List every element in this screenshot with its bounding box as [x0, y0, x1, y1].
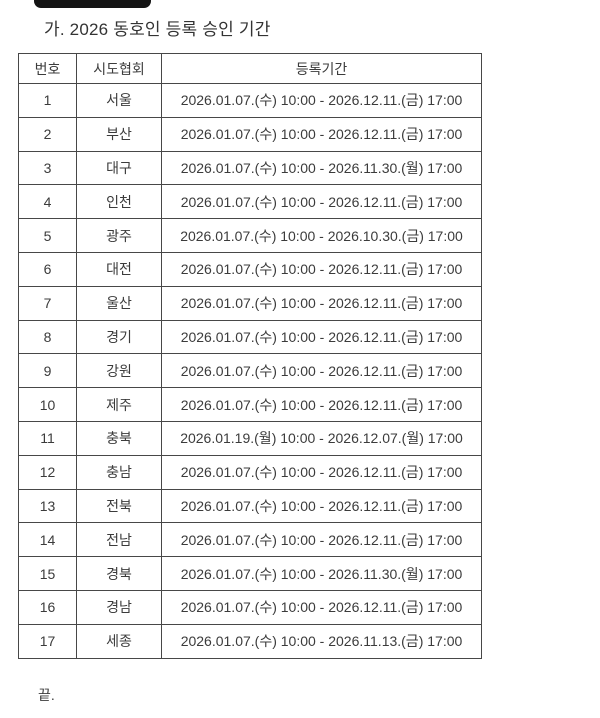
table-row: 14 전남 2026.01.07.(수) 10:00 - 2026.12.11.(금…: [18, 522, 482, 558]
table-row: 3 대구 2026.01.07.(수) 10:00 - 2026.11.30.(월)…: [18, 150, 482, 186]
association-name: 인천: [76, 184, 162, 220]
registration-period: 2026.01.07.(수) 10:00 - 2026.12.11.(금) 17…: [161, 285, 482, 321]
table-row: 1 서울 2026.01.07.(수) 10:00 - 2026.12.11.(금)…: [18, 83, 482, 118]
association-name: 충남: [76, 454, 162, 490]
row-number: 9: [18, 353, 77, 389]
table-row: 5 광주 2026.01.07.(수) 10:00 - 2026.10.30.(금)…: [18, 218, 482, 253]
association-name: 서울: [76, 83, 162, 118]
table-row: 10 제주 2026.01.07.(수) 10:00 - 2026.12.11.(금…: [18, 387, 482, 422]
registration-period: 2026.01.07.(수) 10:00 - 2026.11.30.(월) 17…: [161, 556, 482, 591]
row-number: 17: [18, 623, 77, 659]
registration-period: 2026.01.07.(수) 10:00 - 2026.12.11.(금) 17…: [161, 83, 482, 118]
association-name: 대구: [76, 150, 162, 186]
column-header-number: 번호: [18, 53, 77, 84]
row-number: 5: [18, 218, 77, 253]
table-row: 11 충북 2026.01.19.(월) 10:00 - 2026.12.07.(월…: [18, 420, 482, 456]
registration-period: 2026.01.07.(수) 10:00 - 2026.12.11.(금) 17…: [161, 251, 482, 287]
registration-period: 2026.01.07.(수) 10:00 - 2026.12.11.(금) 17…: [161, 589, 482, 625]
table-row: 6 대전 2026.01.07.(수) 10:00 - 2026.12.11.(금)…: [18, 251, 482, 287]
row-number: 3: [18, 150, 77, 186]
registration-period: 2026.01.07.(수) 10:00 - 2026.12.11.(금) 17…: [161, 522, 482, 558]
table-row: 7 울산 2026.01.07.(수) 10:00 - 2026.12.11.(금)…: [18, 285, 482, 321]
registration-period: 2026.01.07.(수) 10:00 - 2026.11.30.(월) 17…: [161, 150, 482, 186]
table-row: 2 부산 2026.01.07.(수) 10:00 - 2026.12.11.(금)…: [18, 116, 482, 152]
row-number: 14: [18, 522, 77, 558]
registration-period: 2026.01.07.(수) 10:00 - 2026.11.13.(금) 17…: [161, 623, 482, 659]
row-number: 2: [18, 116, 77, 152]
row-number: 10: [18, 387, 77, 422]
registration-period: 2026.01.19.(월) 10:00 - 2026.12.07.(월) 17…: [161, 420, 482, 456]
registration-period: 2026.01.07.(수) 10:00 - 2026.10.30.(금) 17…: [161, 218, 482, 253]
table-row: 17 세종 2026.01.07.(수) 10:00 - 2026.11.13.(금…: [18, 623, 482, 659]
table-row: 15 경북 2026.01.07.(수) 10:00 - 2026.11.30.(월…: [18, 556, 482, 591]
row-number: 4: [18, 184, 77, 220]
association-name: 울산: [76, 285, 162, 321]
association-name: 경북: [76, 556, 162, 591]
column-header-period: 등록기간: [161, 53, 482, 84]
association-name: 광주: [76, 218, 162, 253]
table-row: 9 강원 2026.01.07.(수) 10:00 - 2026.12.11.(금)…: [18, 353, 482, 389]
table-row: 13 전북 2026.01.07.(수) 10:00 - 2026.12.11.(금…: [18, 488, 482, 524]
registration-period: 2026.01.07.(수) 10:00 - 2026.12.11.(금) 17…: [161, 319, 482, 355]
association-name: 경기: [76, 319, 162, 355]
column-header-association: 시도협회: [76, 53, 162, 84]
row-number: 8: [18, 319, 77, 355]
table-row: 16 경남 2026.01.07.(수) 10:00 - 2026.12.11.(금…: [18, 589, 482, 625]
registration-period: 2026.01.07.(수) 10:00 - 2026.12.11.(금) 17…: [161, 116, 482, 152]
row-number: 6: [18, 251, 77, 287]
registration-period-table: 번호 시도협회 등록기간 1 서울 2026.01.07.(수) 10:00 - 2…: [18, 53, 482, 659]
association-name: 충북: [76, 420, 162, 456]
table-row: 12 충남 2026.01.07.(수) 10:00 - 2026.12.11.(금…: [18, 454, 482, 490]
registration-period: 2026.01.07.(수) 10:00 - 2026.12.11.(금) 17…: [161, 488, 482, 524]
association-name: 부산: [76, 116, 162, 152]
table-header-row: 번호 시도협회 등록기간: [18, 53, 482, 84]
row-number: 15: [18, 556, 77, 591]
registration-period: 2026.01.07.(수) 10:00 - 2026.12.11.(금) 17…: [161, 454, 482, 490]
table-body: 1 서울 2026.01.07.(수) 10:00 - 2026.12.11.(금)…: [18, 83, 482, 659]
page-title: 가. 2026 동호인 등록 승인 기간: [44, 20, 271, 39]
association-name: 강원: [76, 353, 162, 389]
row-number: 11: [18, 420, 77, 456]
row-number: 13: [18, 488, 77, 524]
registration-period: 2026.01.07.(수) 10:00 - 2026.12.11.(금) 17…: [161, 387, 482, 422]
registration-period: 2026.01.07.(수) 10:00 - 2026.12.11.(금) 17…: [161, 184, 482, 220]
row-number: 1: [18, 83, 77, 118]
association-name: 세종: [76, 623, 162, 659]
association-name: 경남: [76, 589, 162, 625]
row-number: 12: [18, 454, 77, 490]
redaction-bar: [34, 0, 151, 8]
association-name: 전북: [76, 488, 162, 524]
association-name: 대전: [76, 251, 162, 287]
row-number: 7: [18, 285, 77, 321]
registration-period: 2026.01.07.(수) 10:00 - 2026.12.11.(금) 17…: [161, 353, 482, 389]
association-name: 제주: [76, 387, 162, 422]
table-row: 8 경기 2026.01.07.(수) 10:00 - 2026.12.11.(금)…: [18, 319, 482, 355]
table-row: 4 인천 2026.01.07.(수) 10:00 - 2026.12.11.(금)…: [18, 184, 482, 220]
association-name: 전남: [76, 522, 162, 558]
row-number: 16: [18, 589, 77, 625]
end-marker: 끝.: [38, 687, 55, 703]
